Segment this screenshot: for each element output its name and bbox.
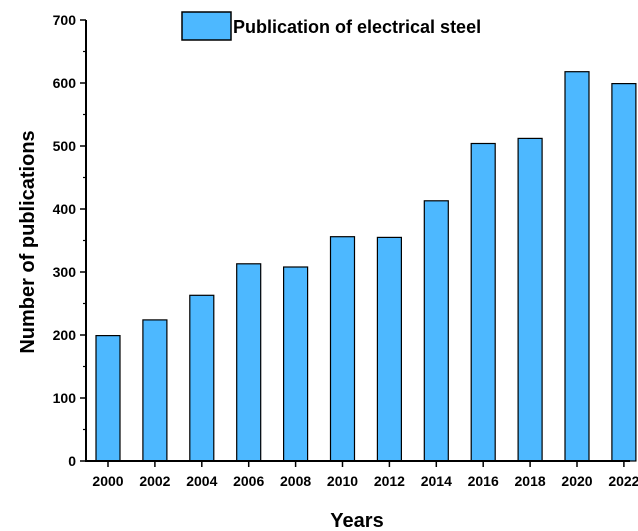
x-tick-label-2002: 2002 — [139, 473, 170, 489]
x-tick-label-2010: 2010 — [327, 473, 358, 489]
y-tick-label-0: 0 — [68, 453, 76, 469]
y-tick-label-400: 400 — [53, 201, 77, 217]
legend: Publication of electrical steel — [181, 11, 481, 41]
x-tick-label-2016: 2016 — [468, 473, 499, 489]
x-tick-label-2020: 2020 — [561, 473, 592, 489]
legend-swatch — [181, 11, 232, 41]
y-tick-label-700: 700 — [53, 12, 77, 28]
bar-2002 — [142, 319, 168, 462]
bar-2008 — [283, 266, 309, 462]
y-tick-label-200: 200 — [53, 327, 77, 343]
x-tick-label-2000: 2000 — [92, 473, 123, 489]
x-tick-label-2008: 2008 — [280, 473, 311, 489]
x-tick-label-2004: 2004 — [186, 473, 217, 489]
bar-2004 — [189, 294, 215, 462]
bar-2016 — [470, 142, 496, 462]
bar-2022 — [611, 82, 637, 462]
x-tick-label-2014: 2014 — [421, 473, 452, 489]
bar-2012 — [376, 236, 402, 462]
x-tick-label-2022: 2022 — [608, 473, 638, 489]
legend-label: Publication of electrical steel — [233, 17, 481, 37]
y-tick-label-600: 600 — [53, 75, 77, 91]
y-tick-label-500: 500 — [53, 138, 77, 154]
bar-2020 — [564, 71, 590, 462]
x-axis-title: Years — [330, 510, 383, 531]
y-tick-label-100: 100 — [53, 390, 77, 406]
bar-2018 — [517, 137, 543, 462]
x-tick-label-2012: 2012 — [374, 473, 405, 489]
bars-group — [95, 71, 637, 462]
x-tick-label-2006: 2006 — [233, 473, 264, 489]
bar-2014 — [423, 200, 449, 462]
x-tick-label-2018: 2018 — [515, 473, 546, 489]
ticks-group: 0 100 200 300 400 500 600 700 2000 2002 2004 2006 20… — [53, 12, 638, 489]
y-tick-label-300: 300 — [53, 264, 77, 280]
y-axis-title: Number of publications — [17, 130, 39, 353]
bar-2006 — [236, 263, 262, 462]
bar-2010 — [329, 236, 356, 462]
bar-2000 — [95, 335, 121, 462]
